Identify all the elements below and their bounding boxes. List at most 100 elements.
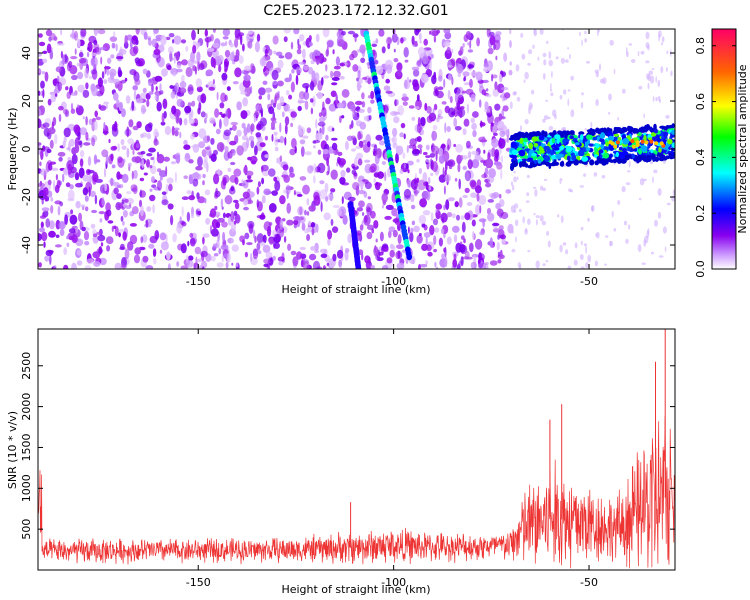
spectrogram-cell bbox=[391, 33, 398, 43]
spectrogram-cell bbox=[198, 141, 206, 149]
spectrogram-cell bbox=[464, 212, 471, 221]
spectrogram-cell bbox=[93, 29, 99, 36]
spectrogram-cell bbox=[63, 264, 69, 269]
spectrogram-cell bbox=[374, 153, 380, 165]
spectrogram-cell bbox=[512, 91, 517, 96]
spectrogram-cell bbox=[121, 173, 129, 183]
spectrogram-cell bbox=[472, 130, 477, 138]
spectrogram-cell bbox=[55, 244, 62, 248]
spectrogram-cell bbox=[580, 266, 585, 269]
spectrogram-cell bbox=[236, 129, 242, 137]
spectrogram-cell bbox=[192, 178, 199, 187]
spectrogram-cell bbox=[202, 233, 210, 238]
spectrogram-cell bbox=[191, 109, 194, 119]
spectrogram-cell bbox=[98, 246, 103, 255]
spectrogram-cell bbox=[226, 86, 231, 91]
spectrogram-cell bbox=[291, 138, 297, 149]
spectrogram-cell bbox=[341, 30, 346, 36]
spectrogram-cell bbox=[181, 196, 189, 201]
spectrogram-band-cell bbox=[631, 153, 635, 159]
spectrogram-cell bbox=[444, 105, 450, 114]
spectrogram-cell bbox=[373, 144, 378, 153]
spectrogram-cell bbox=[555, 56, 559, 60]
spectrogram-cell bbox=[386, 36, 392, 46]
spectrogram-cell bbox=[212, 42, 220, 49]
spectrogram-cell bbox=[487, 212, 495, 222]
spectrogram-cell bbox=[103, 79, 108, 84]
spectrogram-cell bbox=[286, 202, 292, 214]
spectrogram-cell bbox=[651, 67, 655, 71]
spectrogram-band-cell bbox=[551, 137, 556, 144]
spectrogram-cell bbox=[136, 121, 142, 129]
spectrogram-cell bbox=[196, 192, 200, 200]
spectrogram-cell bbox=[234, 213, 241, 224]
spectrogram-cell bbox=[298, 126, 306, 135]
spectrogram-cell bbox=[381, 246, 385, 254]
spectrogram-cell bbox=[70, 102, 74, 110]
spectrogram-band-cell bbox=[599, 138, 605, 143]
spectrogram-band-cell bbox=[640, 145, 648, 153]
spectrogram-cell bbox=[394, 216, 401, 226]
spectrogram-band-cell bbox=[531, 152, 537, 157]
spectrogram-cell bbox=[296, 49, 302, 55]
spectrogram-cell bbox=[176, 261, 180, 267]
spectrogram-cell bbox=[495, 55, 498, 61]
spectrogram-cell bbox=[50, 205, 54, 214]
spectrogram-band-cell bbox=[530, 161, 535, 168]
spectrogram-cell bbox=[333, 148, 339, 156]
spectrogram-cell bbox=[488, 31, 495, 37]
spectrogram-cell bbox=[49, 50, 54, 60]
spectrogram-cell bbox=[346, 167, 351, 173]
spectrogram-cell bbox=[290, 41, 294, 50]
spectrogram-cell bbox=[608, 93, 612, 101]
spectrogram-cell bbox=[309, 52, 316, 60]
spectrogram-cell bbox=[542, 52, 547, 58]
spectrogram-cell bbox=[385, 204, 394, 210]
spectrogram-cell bbox=[317, 149, 322, 155]
spectrogram-cell bbox=[153, 138, 159, 146]
spectrogram-cell bbox=[274, 180, 281, 192]
spectrogram-cell bbox=[389, 243, 394, 250]
spectrogram-cell bbox=[393, 58, 399, 63]
spectrogram-cell bbox=[231, 148, 236, 156]
spectrogram-band-cell bbox=[643, 155, 648, 162]
spectrogram-cell bbox=[452, 225, 460, 233]
spectrogram-cell bbox=[70, 56, 78, 60]
spectrogram-cell bbox=[306, 198, 310, 206]
spectrogram-cell bbox=[119, 202, 123, 208]
spectrogram-cell bbox=[225, 261, 229, 269]
spectrogram-cell bbox=[224, 49, 231, 58]
spectrogram-cell bbox=[45, 218, 50, 228]
spectrogram-cell bbox=[430, 212, 434, 222]
spectrogram-cell bbox=[210, 137, 215, 145]
spectrogram-cell bbox=[124, 198, 129, 203]
spectrogram-cell bbox=[358, 108, 365, 113]
spectrogram-cell bbox=[268, 238, 274, 245]
spectrogram-cell bbox=[371, 43, 378, 48]
spectrogram-cell bbox=[229, 127, 233, 131]
spectrogram-cell bbox=[231, 238, 234, 244]
spectrogram-band-cell bbox=[549, 150, 554, 156]
spectrogram-cell bbox=[197, 210, 202, 216]
spectrogram-cell bbox=[430, 172, 434, 177]
spectrogram-cell bbox=[274, 146, 279, 152]
spectrogram-cell bbox=[344, 250, 349, 261]
spectrogram-band-cell bbox=[667, 138, 673, 145]
spectrogram-cell bbox=[462, 194, 468, 199]
spectrogram-cell bbox=[227, 167, 232, 173]
spectrogram-cell bbox=[231, 244, 239, 252]
spectrogram-cell bbox=[297, 100, 306, 104]
spectrogram-cell bbox=[273, 131, 278, 136]
spectrogram-cell bbox=[339, 115, 342, 124]
spectrogram-cell bbox=[42, 145, 46, 152]
spectrogram-cell bbox=[312, 260, 321, 269]
spectrogram-cell bbox=[492, 222, 500, 227]
spectrogram-cell bbox=[378, 29, 385, 37]
spectrogram-cell bbox=[375, 134, 383, 141]
spectrogram-cell bbox=[79, 140, 83, 148]
spectrogram-cell bbox=[40, 80, 45, 89]
spectrogram-cell bbox=[196, 86, 203, 93]
spectrogram-cell bbox=[84, 241, 90, 246]
spectrogram-cell bbox=[658, 255, 664, 258]
spectrogram-cell bbox=[422, 172, 428, 183]
